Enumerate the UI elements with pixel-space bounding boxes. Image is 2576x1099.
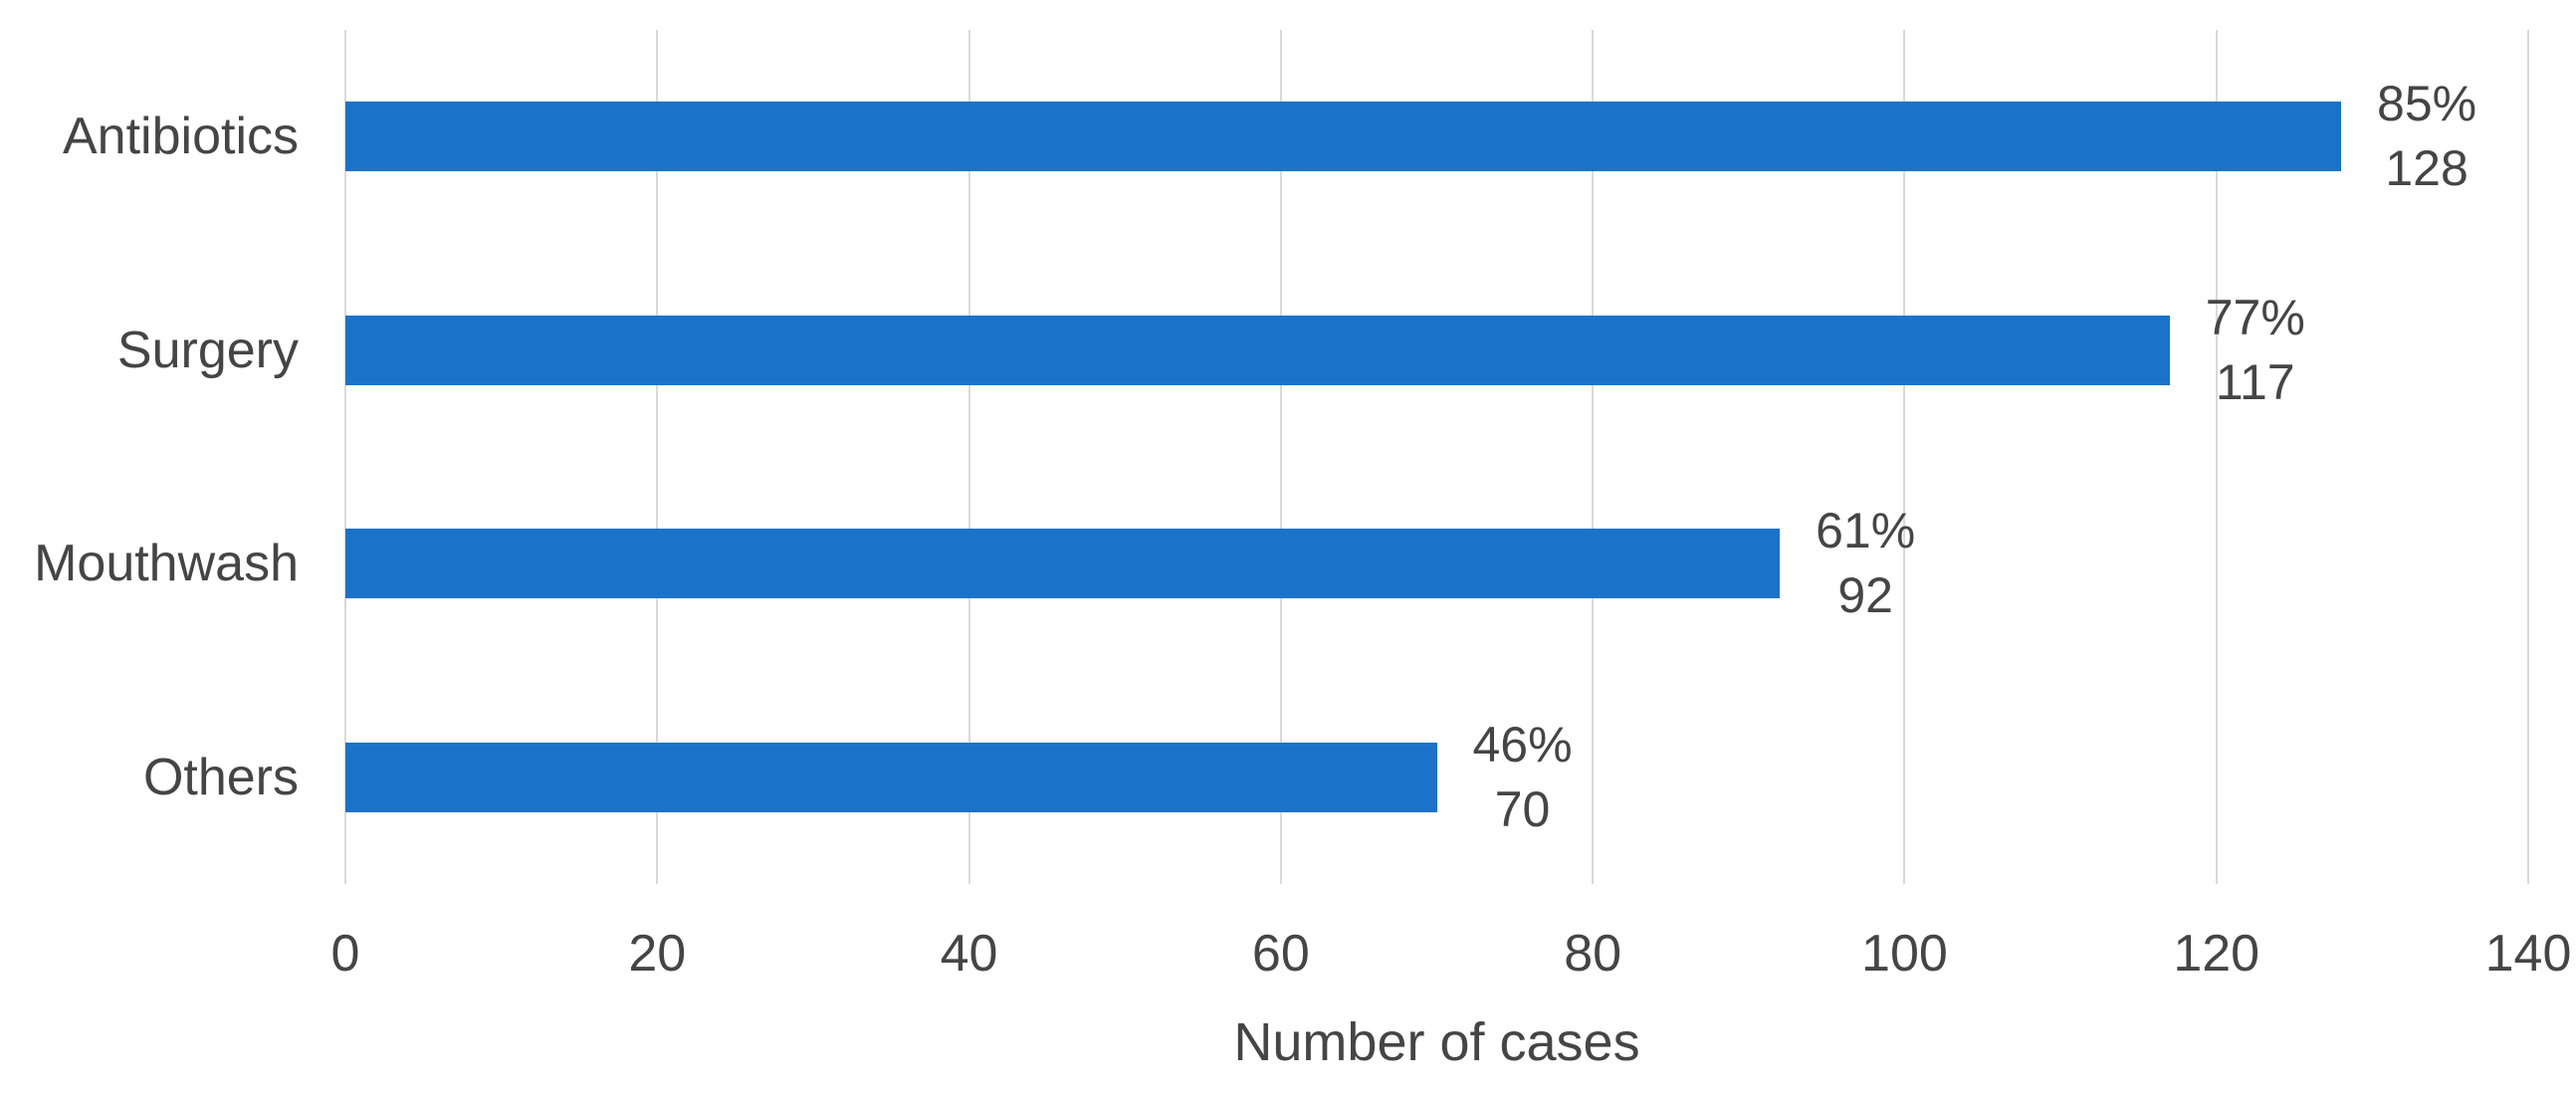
bar-row-surgery: 77% 117 — [345, 244, 2528, 458]
data-label-antibiotics: 85% 128 — [2377, 72, 2476, 201]
data-label-percent: 61% — [1816, 503, 1916, 559]
x-tick-40: 40 — [940, 925, 998, 983]
bar-row-mouthwash: 61% 92 — [345, 457, 2528, 671]
bar-surgery — [345, 315, 2170, 385]
x-axis-title: Number of cases — [1233, 1012, 1640, 1072]
bar-antibiotics — [345, 102, 2342, 172]
category-label-others: Others — [142, 748, 299, 806]
data-label-percent: 46% — [1472, 716, 1573, 772]
bar-others — [345, 742, 1437, 812]
category-label-antibiotics: Antibiotics — [63, 108, 299, 166]
bar-row-others: 46% 70 — [345, 671, 2528, 885]
data-label-percent: 77% — [2205, 289, 2305, 345]
x-tick-120: 120 — [2173, 925, 2260, 983]
x-tick-140: 140 — [2484, 925, 2572, 983]
gridline-x-0 — [344, 30, 346, 884]
data-label-value: 70 — [1494, 780, 1551, 837]
x-tick-100: 100 — [1861, 925, 1948, 983]
data-label-others: 46% 70 — [1473, 713, 1573, 842]
x-tick-0: 0 — [330, 925, 360, 983]
gridline-x-40 — [967, 30, 970, 884]
gridline-x-120 — [2215, 30, 2218, 884]
data-label-surgery: 77% 117 — [2206, 286, 2305, 415]
bar-row-antibiotics: 85% 128 — [345, 30, 2528, 244]
category-label-mouthwash: Mouthwash — [34, 535, 299, 593]
x-tick-80: 80 — [1564, 925, 1622, 983]
gridline-x-140 — [2527, 30, 2529, 884]
bar-mouthwash — [345, 529, 1781, 599]
category-label-surgery: Surgery — [116, 321, 299, 379]
bar-rows: 85% 128 77% 117 61% 92 46% 70 — [345, 30, 2528, 884]
y-axis-category-labels: Antibiotics Surgery Mouthwash Others — [0, 30, 299, 884]
x-tick-60: 60 — [1251, 925, 1310, 983]
data-label-value: 92 — [1837, 567, 1893, 624]
gridline-x-80 — [1592, 30, 1595, 884]
data-label-percent: 85% — [2377, 76, 2477, 132]
x-axis-tick-labels: 0 20 40 60 80 100 120 140 — [331, 922, 2572, 991]
gridline-x-100 — [1903, 30, 1906, 884]
x-tick-20: 20 — [628, 925, 687, 983]
data-label-value: 117 — [2215, 353, 2295, 410]
gridline-x-60 — [1279, 30, 1282, 884]
gridline-x-20 — [656, 30, 659, 884]
plot-area: 85% 128 77% 117 61% 92 46% 70 — [344, 30, 2529, 884]
data-label-mouthwash: 61% 92 — [1816, 499, 1915, 628]
data-label-value: 128 — [2385, 140, 2469, 197]
